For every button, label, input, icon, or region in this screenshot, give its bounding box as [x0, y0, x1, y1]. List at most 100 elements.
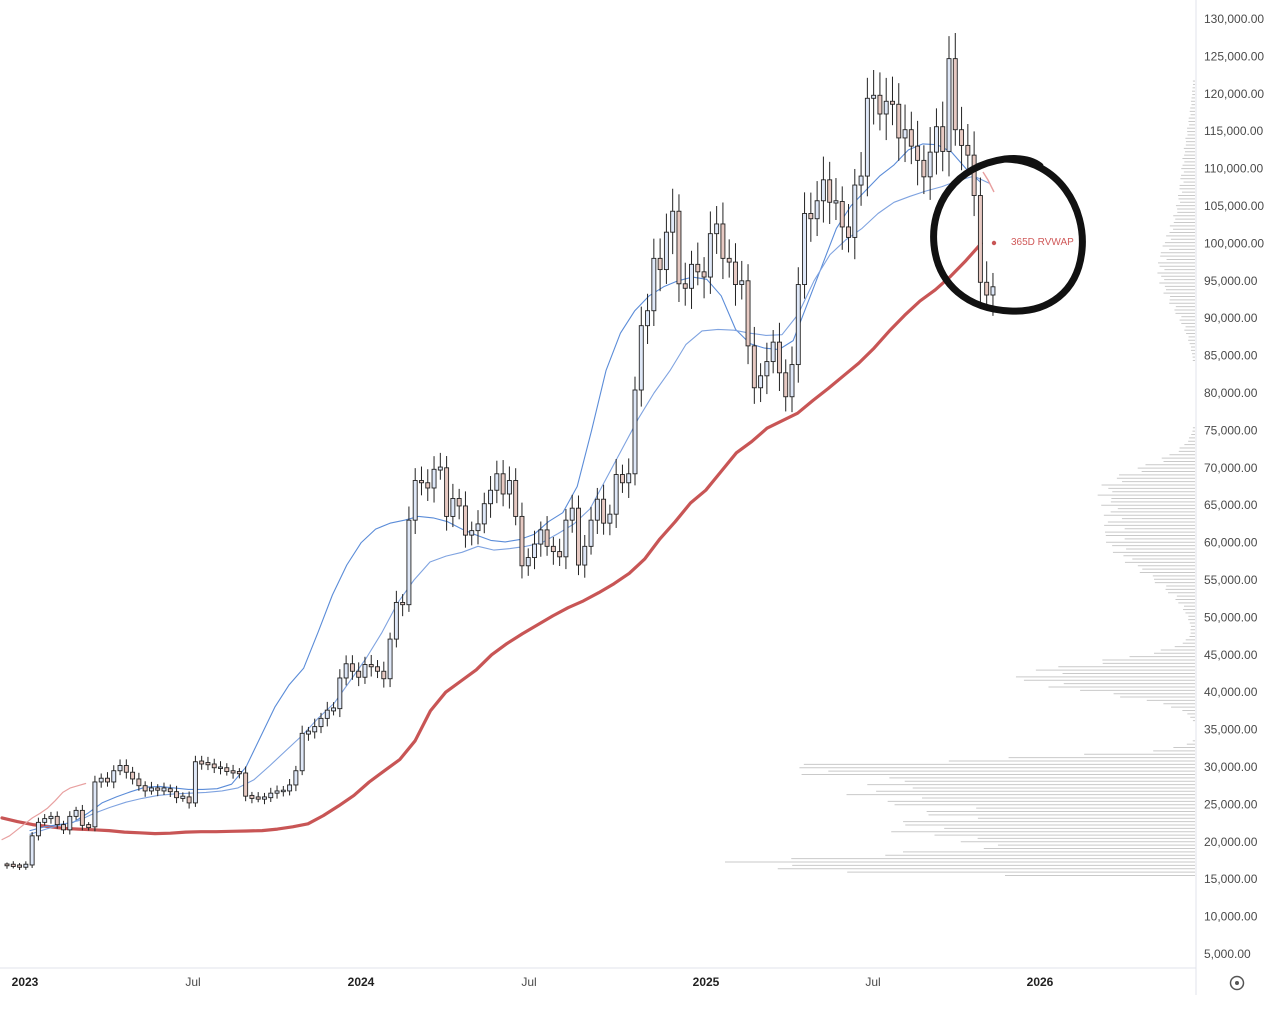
candle [42, 814, 48, 826]
candle [431, 456, 437, 503]
price-tick-label: 125,000.00 [1204, 49, 1264, 63]
price-tick-label: 45,000.00 [1204, 648, 1258, 662]
candle [745, 264, 751, 365]
candle [682, 262, 688, 306]
price-tick-label: 20,000.00 [1204, 835, 1258, 849]
candle [444, 456, 450, 531]
time-tick-label: Jul [185, 975, 200, 989]
candle [764, 342, 770, 395]
candle [513, 468, 519, 526]
candle [877, 72, 883, 131]
price-tick-label: 60,000.00 [1204, 536, 1258, 550]
price-tick-label: 5,000.00 [1204, 947, 1251, 961]
candle [4, 862, 10, 869]
candle [381, 661, 387, 688]
candle [23, 861, 29, 870]
candle [582, 534, 588, 578]
candle [959, 106, 965, 171]
candle [462, 491, 468, 548]
candle [613, 459, 619, 528]
candle [318, 712, 324, 734]
candle [601, 484, 607, 535]
candle [450, 483, 456, 528]
candle [243, 766, 249, 802]
price-tick-label: 10,000.00 [1204, 910, 1258, 924]
candle [54, 811, 60, 829]
candle [965, 124, 971, 176]
candle [726, 239, 732, 278]
candle [400, 594, 406, 617]
candle [820, 156, 826, 223]
candle [324, 701, 330, 727]
candle [92, 775, 98, 832]
indicator-line [0, 241, 983, 836]
candle [475, 510, 481, 545]
time-tick-label: 2024 [348, 975, 375, 989]
candles [4, 33, 996, 871]
candle [789, 346, 795, 413]
candle [952, 33, 958, 146]
price-tick-label: 35,000.00 [1204, 723, 1258, 737]
indicator-line-tail [982, 171, 995, 193]
candle [657, 238, 663, 292]
candle [35, 817, 41, 841]
candle [205, 756, 211, 771]
candle [192, 755, 198, 807]
price-tick-label: 80,000.00 [1204, 386, 1258, 400]
candle [167, 784, 173, 798]
candle [10, 861, 16, 869]
price-tick-label: 75,000.00 [1204, 423, 1258, 437]
price-tick-label: 95,000.00 [1204, 274, 1258, 288]
candle [758, 363, 764, 403]
candle [871, 70, 877, 125]
time-axis[interactable]: 2023 Jul 2024 Jul 2025 Jul 2026 [0, 967, 1196, 989]
candle [783, 359, 789, 412]
candle [940, 101, 946, 172]
candle [557, 538, 563, 567]
candle [883, 77, 889, 141]
candle [362, 656, 368, 684]
candle [494, 460, 500, 504]
time-tick-label: 2023 [12, 975, 39, 989]
candle [343, 655, 349, 686]
price-axis[interactable]: 5,000.00 10,000.00 15,000.00 20,000.00 25,00… [1195, 0, 1264, 995]
candle [770, 330, 776, 374]
candle [839, 186, 845, 250]
candle [412, 468, 418, 535]
candle [280, 785, 286, 797]
candle [236, 768, 242, 779]
candle [148, 781, 154, 795]
candle [293, 765, 299, 792]
candle [262, 792, 267, 805]
candle [808, 192, 814, 242]
candle [902, 104, 908, 163]
time-tick-label: Jul [521, 975, 536, 989]
candle [506, 466, 512, 509]
candle [833, 178, 839, 221]
candle [218, 761, 223, 775]
candle [155, 784, 161, 797]
candle [802, 192, 808, 299]
candle [268, 787, 274, 803]
candle [375, 660, 380, 679]
candle [707, 211, 713, 294]
price-tick-label: 70,000.00 [1204, 461, 1258, 475]
candle [73, 806, 79, 820]
chart-settings-button[interactable] [1226, 972, 1248, 994]
candle [538, 521, 544, 557]
candle [211, 758, 217, 774]
candle [356, 662, 362, 687]
volume-profile [725, 80, 1195, 876]
candle [651, 238, 657, 327]
candle [105, 772, 110, 787]
price-tick-label: 115,000.00 [1204, 124, 1263, 138]
price-tick-label: 100,000.00 [1204, 236, 1264, 250]
candle [406, 506, 412, 612]
candle [569, 494, 575, 533]
candle [274, 785, 280, 799]
price-tick-label: 120,000.00 [1204, 87, 1264, 101]
candle [638, 306, 644, 407]
candle [594, 487, 600, 535]
